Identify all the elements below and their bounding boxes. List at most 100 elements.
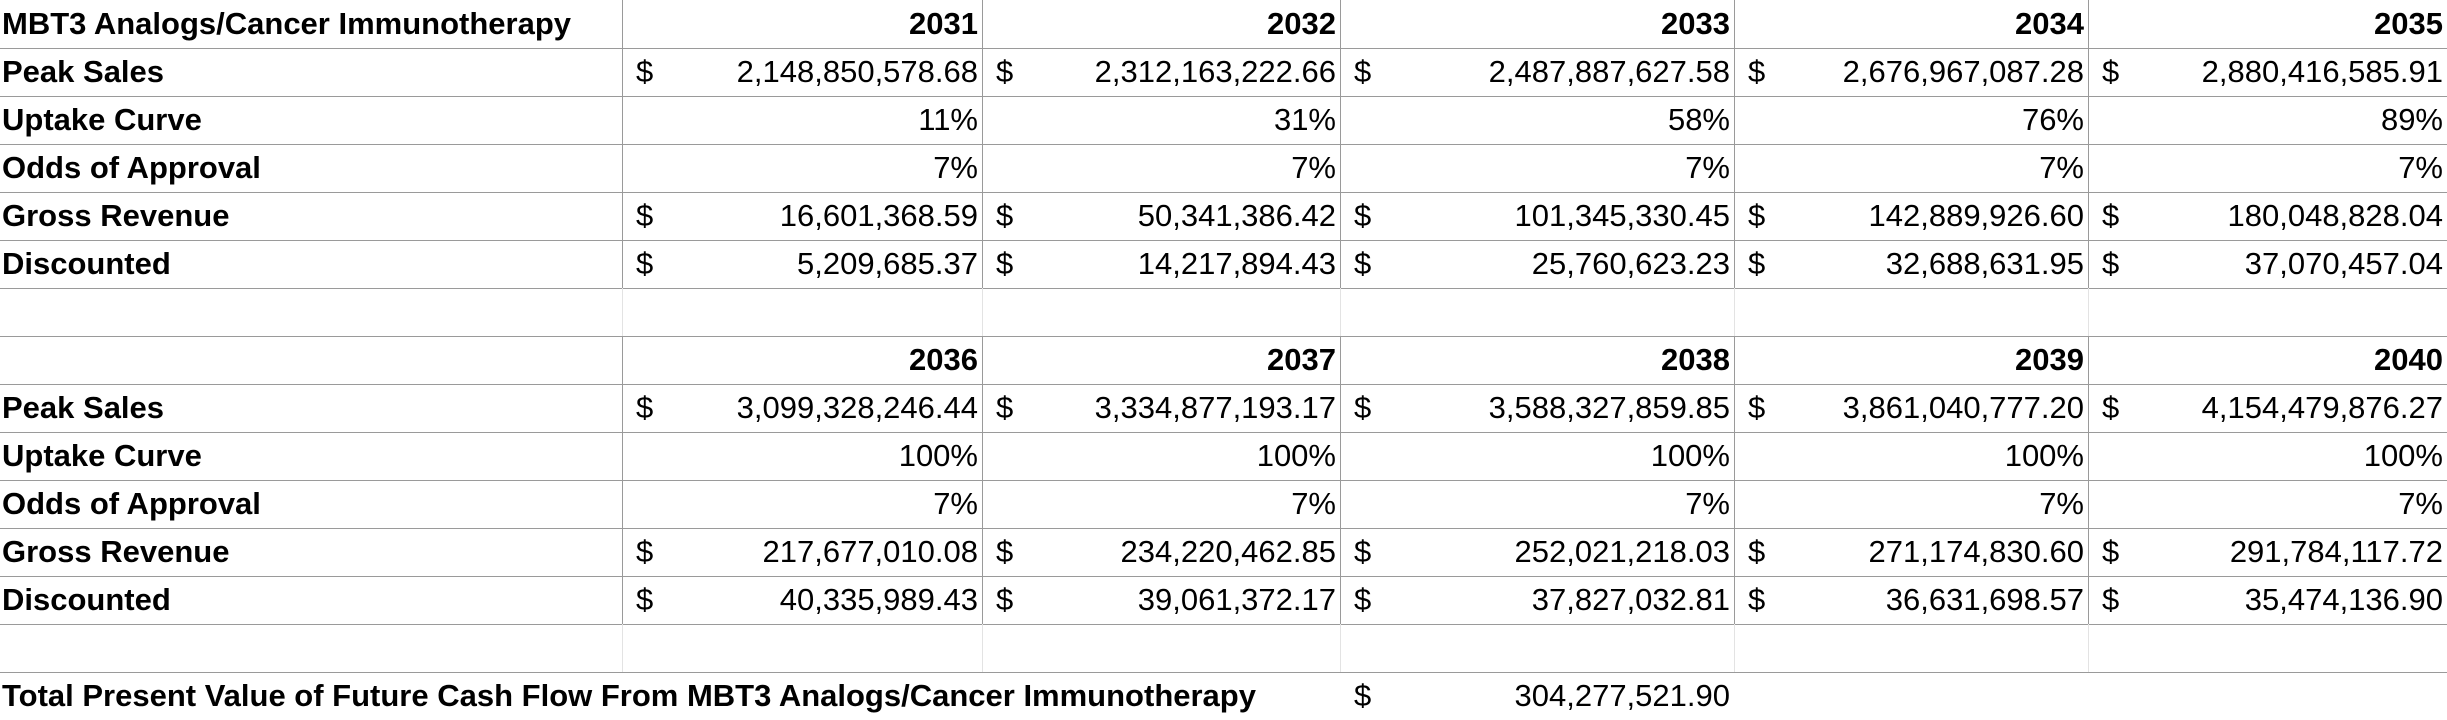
currency-symbol: $: [1748, 582, 1766, 617]
column-gridline: [1340, 624, 1341, 672]
cell-odds-of-approval[interactable]: 7%: [2088, 480, 2447, 528]
cell-value: 100%: [2363, 438, 2443, 473]
cell-gross-revenue[interactable]: $271,174,830.60: [1734, 528, 2088, 576]
cell-uptake-curve[interactable]: 100%: [1734, 432, 2088, 480]
currency-symbol: $: [996, 582, 1014, 617]
year-header-2040[interactable]: 2040: [2374, 342, 2443, 377]
cell-discounted[interactable]: $36,631,698.57: [1734, 576, 2088, 624]
currency-symbol: $: [1748, 54, 1766, 89]
year-header-2039[interactable]: 2039: [2015, 342, 2084, 377]
cell-gross-revenue[interactable]: $217,677,010.08: [622, 528, 982, 576]
currency-symbol: $: [996, 534, 1014, 569]
cell-value: 36,631,698.57: [1885, 582, 2084, 617]
cell-odds-of-approval[interactable]: 7%: [622, 144, 982, 192]
column-gridline: [622, 624, 623, 672]
cell-odds-of-approval[interactable]: 7%: [1734, 144, 2088, 192]
row-gridline: [0, 240, 2447, 241]
year-header-2032[interactable]: 2032: [1267, 6, 1336, 41]
table-row-odds-of-approval: Odds of Approval 7% 7% 7% 7% 7%: [0, 480, 2447, 528]
cell-peak-sales[interactable]: $2,676,967,087.28: [1734, 48, 2088, 96]
cell-discounted[interactable]: $25,760,623.23: [1340, 240, 1734, 288]
cell-odds-of-approval[interactable]: 7%: [982, 144, 1340, 192]
cell-peak-sales[interactable]: $3,334,877,193.17: [982, 384, 1340, 432]
cell-peak-sales[interactable]: $4,154,479,876.27: [2088, 384, 2447, 432]
cell-peak-sales[interactable]: $3,099,328,246.44: [622, 384, 982, 432]
cell-gross-revenue[interactable]: $142,889,926.60: [1734, 192, 2088, 240]
year-header-2036[interactable]: 2036: [909, 342, 978, 377]
year-header-2038[interactable]: 2038: [1661, 342, 1730, 377]
cell-value: 37,070,457.04: [2244, 246, 2443, 281]
cell-value: 3,861,040,777.20: [1842, 390, 2084, 425]
cell-odds-of-approval[interactable]: 7%: [982, 480, 1340, 528]
cell-discounted[interactable]: $39,061,372.17: [982, 576, 1340, 624]
cell-uptake-curve[interactable]: 100%: [1340, 432, 1734, 480]
cell-odds-of-approval[interactable]: 7%: [2088, 144, 2447, 192]
cell-value: 3,588,327,859.85: [1488, 390, 1730, 425]
cell-peak-sales[interactable]: $2,148,850,578.68: [622, 48, 982, 96]
column-gridline: [1340, 0, 1341, 288]
row-label: Uptake Curve: [2, 438, 202, 473]
row-label: Peak Sales: [2, 54, 165, 89]
cell-uptake-curve[interactable]: 100%: [982, 432, 1340, 480]
cell-peak-sales[interactable]: $3,588,327,859.85: [1340, 384, 1734, 432]
currency-symbol: $: [2102, 246, 2120, 281]
cell-discounted[interactable]: $37,070,457.04: [2088, 240, 2447, 288]
cell-odds-of-approval[interactable]: 7%: [1340, 144, 1734, 192]
cell-gross-revenue[interactable]: $50,341,386.42: [982, 192, 1340, 240]
table-row-gross-revenue: Gross Revenue $217,677,010.08 $234,220,462…: [0, 528, 2447, 576]
cell-gross-revenue[interactable]: $291,784,117.72: [2088, 528, 2447, 576]
cell-gross-revenue[interactable]: $252,021,218.03: [1340, 528, 1734, 576]
cell-peak-sales[interactable]: $2,880,416,585.91: [2088, 48, 2447, 96]
cell-gross-revenue[interactable]: $180,048,828.04: [2088, 192, 2447, 240]
cell-uptake-curve[interactable]: 11%: [622, 96, 982, 144]
row-label: Peak Sales: [2, 390, 165, 425]
table-row-discounted: Discounted $40,335,989.43 $39,061,372.17 $3…: [0, 576, 2447, 624]
cell-discounted[interactable]: $14,217,894.43: [982, 240, 1340, 288]
year-header-2035[interactable]: 2035: [2374, 6, 2443, 41]
cell-gross-revenue[interactable]: $101,345,330.45: [1340, 192, 1734, 240]
cell-odds-of-approval[interactable]: 7%: [1340, 480, 1734, 528]
currency-symbol: $: [1354, 246, 1372, 281]
total-present-value[interactable]: $304,277,521.90: [1340, 672, 1734, 720]
cell-discounted[interactable]: $37,827,032.81: [1340, 576, 1734, 624]
cell-peak-sales[interactable]: $2,487,887,627.58: [1340, 48, 1734, 96]
year-header-2034[interactable]: 2034: [2015, 6, 2084, 41]
row-label: Odds of Approval: [2, 486, 261, 521]
currency-symbol: $: [1354, 198, 1372, 233]
cell-uptake-curve[interactable]: 58%: [1340, 96, 1734, 144]
cell-uptake-curve[interactable]: 31%: [982, 96, 1340, 144]
year-header-2031[interactable]: 2031: [909, 6, 978, 41]
row-label: Gross Revenue: [2, 534, 230, 569]
cell-uptake-curve[interactable]: 100%: [622, 432, 982, 480]
cell-odds-of-approval[interactable]: 7%: [1734, 480, 2088, 528]
currency-symbol: $: [996, 246, 1014, 281]
cell-gross-revenue[interactable]: $234,220,462.85: [982, 528, 1340, 576]
cell-value: 100%: [1256, 438, 1336, 473]
cell-discounted[interactable]: $32,688,631.95: [1734, 240, 2088, 288]
cell-odds-of-approval[interactable]: 7%: [622, 480, 982, 528]
cell-uptake-curve[interactable]: 89%: [2088, 96, 2447, 144]
cell-discounted[interactable]: $40,335,989.43: [622, 576, 982, 624]
cell-discounted[interactable]: $5,209,685.37: [622, 240, 982, 288]
column-gridline: [1734, 336, 1735, 624]
row-gridline: [0, 336, 2447, 337]
cell-value: 2,148,850,578.68: [736, 54, 978, 89]
currency-symbol: $: [636, 198, 654, 233]
currency-symbol: $: [996, 198, 1014, 233]
cell-peak-sales[interactable]: $2,312,163,222.66: [982, 48, 1340, 96]
column-gridline: [982, 624, 983, 672]
cell-uptake-curve[interactable]: 100%: [2088, 432, 2447, 480]
cell-value: 252,021,218.03: [1514, 534, 1731, 569]
year-header-2033[interactable]: 2033: [1661, 6, 1730, 41]
cell-gross-revenue[interactable]: $16,601,368.59: [622, 192, 982, 240]
cell-value: 180,048,828.04: [2227, 198, 2444, 233]
cell-uptake-curve[interactable]: 76%: [1734, 96, 2088, 144]
row-gridline: [0, 288, 2447, 289]
currency-symbol: $: [996, 390, 1014, 425]
column-gridline: [2088, 624, 2089, 672]
cell-peak-sales[interactable]: $3,861,040,777.20: [1734, 384, 2088, 432]
cell-value: 7%: [2398, 486, 2443, 521]
year-header-2037[interactable]: 2037: [1267, 342, 1336, 377]
cell-discounted[interactable]: $35,474,136.90: [2088, 576, 2447, 624]
year-header-row: MBT3 Analogs/Cancer Immunotherapy 2031 203…: [0, 0, 2447, 48]
